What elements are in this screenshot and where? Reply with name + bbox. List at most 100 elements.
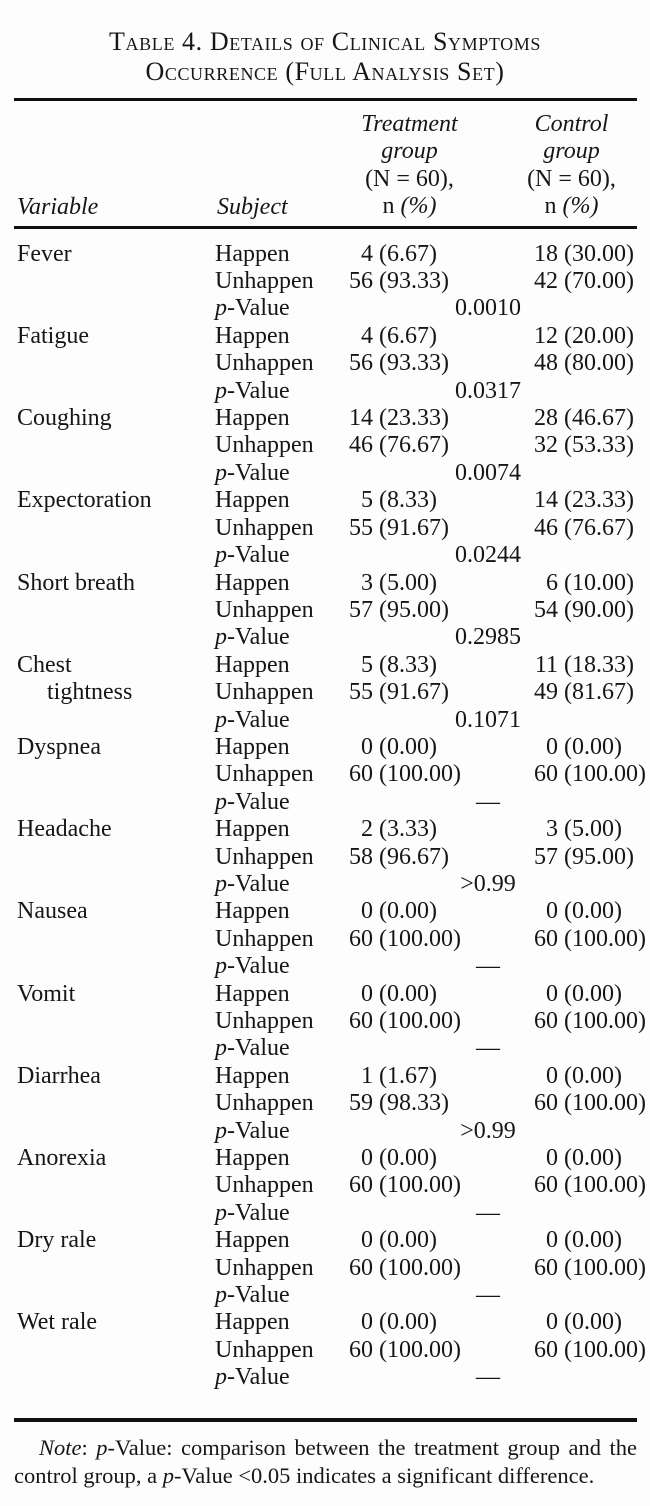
percent: (100.00) [379, 1336, 461, 1363]
count-cell: 60 (100.00) [339, 1172, 464, 1199]
subject-cell: Happen [215, 322, 290, 349]
subject-cell: Happen [215, 816, 290, 843]
subject-cell: p-Value [215, 788, 290, 815]
table-row: Unhappen 60 (100.00) 60 (100.00) [14, 1254, 646, 1282]
count: 14 [349, 405, 373, 432]
percent: (95.00) [564, 843, 634, 870]
count: 59 [349, 1090, 373, 1117]
percent: (0.00) [564, 1145, 622, 1172]
count-cell: 60 (100.00) [339, 761, 464, 788]
table-row: Unhappen 56 (93.33) 42 (70.00) [14, 268, 637, 295]
table-header: Variable Subject Treatment group (N = 60… [14, 99, 637, 229]
count: 60 [349, 1336, 373, 1363]
count: 56 [349, 350, 373, 377]
count: 0 [546, 898, 558, 925]
title-line-2: Occurrence (Full Analysis Set) [145, 57, 505, 86]
header-line: n (%) [382, 193, 437, 220]
variable-cell [14, 542, 214, 569]
count-cell: 60 (100.00) [464, 1008, 646, 1035]
col-header-treatment-group: Treatment group (N = 60), n (%) [339, 99, 464, 229]
percent: (100.00) [379, 1172, 461, 1199]
table-row: p-Value >0.99 [14, 1118, 637, 1145]
count-cell: 5 (8.33) [339, 652, 464, 679]
percent: (8.33) [379, 487, 437, 514]
count: 11 [534, 651, 558, 678]
count-cell: 55 (91.67) [339, 679, 464, 706]
count-cell: 60 (100.00) [339, 926, 464, 953]
count: 6 [546, 569, 558, 596]
percent: (70.00) [564, 268, 634, 295]
spacer-row [14, 1392, 637, 1420]
subject-cell: Happen [215, 240, 290, 267]
col-header-control-group: Control group (N = 60), n (%) [464, 99, 637, 229]
percent: (20.00) [564, 322, 634, 349]
percent: (18.33) [564, 651, 634, 678]
count: 60 [349, 1254, 373, 1281]
count: 0 [361, 1309, 373, 1336]
count: 60 [349, 1008, 373, 1034]
subject-cell: Unhappen [215, 843, 314, 870]
count-cell: 1 (1.67) [339, 1063, 464, 1090]
count: 18 [534, 240, 558, 267]
spacer-cell [14, 1392, 637, 1420]
table-body: Fever Happen 4 (6.67) 18 (30.00) Unhappen 56 (93… [14, 227, 646, 1420]
subject-cell: Unhappen [215, 1008, 314, 1034]
percent: (96.67) [379, 843, 449, 870]
table-row: Dyspnea Happen 0 (0.00) 0 (0.00) [14, 734, 637, 761]
count: 0 [361, 733, 373, 760]
count-cell: 0 (0.00) [339, 1227, 464, 1254]
count-cell: 57 (95.00) [339, 597, 464, 624]
count: 0 [361, 1227, 373, 1254]
percent: (0.00) [564, 733, 622, 760]
count: 5 [361, 487, 373, 514]
subject-cell: Unhappen [215, 1254, 314, 1281]
count: 46 [349, 432, 373, 459]
count: 42 [534, 268, 558, 295]
percent: (53.33) [564, 432, 634, 459]
count: 46 [534, 514, 558, 541]
percent: (0.00) [564, 980, 622, 1007]
count: 49 [534, 679, 558, 706]
subject-cell: Unhappen [215, 596, 314, 623]
subject-cell: p-Value [215, 1035, 290, 1062]
count: 28 [534, 405, 558, 432]
subject-cell: p-Value [215, 1364, 290, 1391]
percent: (0.00) [564, 1309, 622, 1336]
p-value-cell: 0.0244 [455, 542, 521, 569]
table-row: Unhappen 58 (96.67) 57 (95.00) [14, 844, 637, 871]
variable-cell [14, 624, 214, 651]
variable-cell [14, 597, 214, 624]
spacer-cell [14, 227, 637, 241]
symptoms-table: Variable Subject Treatment group (N = 60… [14, 98, 646, 1422]
variable-cell [14, 460, 214, 487]
count-cell: 55 (91.67) [339, 515, 464, 542]
variable-cell: Fatigue [17, 322, 89, 349]
variable-cell: Vomit [17, 980, 76, 1007]
subject-cell: p-Value [215, 542, 290, 569]
percent: (5.00) [564, 816, 622, 843]
variable-cell [14, 953, 214, 980]
count-cell: 56 (93.33) [339, 350, 464, 377]
count: 55 [349, 514, 373, 541]
p-value-cell: — [476, 1364, 500, 1391]
percent: (100.00) [379, 1008, 461, 1034]
table-row: Unhappen 60 (100.00) 60 (100.00) [14, 761, 646, 788]
percent: (90.00) [564, 596, 634, 623]
count-cell: 18 (30.00) [464, 241, 637, 268]
table-row: Unhappen 55 (91.67) 46 (76.67) [14, 515, 637, 542]
p-value-cell: 0.0317 [455, 377, 521, 404]
count: 58 [349, 843, 373, 870]
count: 60 [534, 1090, 558, 1117]
count: 56 [349, 268, 373, 295]
variable-cell: Fever [17, 240, 72, 267]
table-row: Unhappen 60 (100.00) 60 (100.00) [14, 1336, 646, 1364]
subject-cell: p-Value [215, 1199, 290, 1226]
count-cell: 0 (0.00) [339, 1309, 464, 1336]
header-line: n (%) [544, 193, 599, 220]
count: 32 [534, 432, 558, 459]
percent: (81.67) [564, 679, 634, 706]
count-cell: 0 (0.00) [464, 734, 637, 761]
subject-cell: Happen [215, 487, 290, 514]
count: 55 [349, 679, 373, 706]
